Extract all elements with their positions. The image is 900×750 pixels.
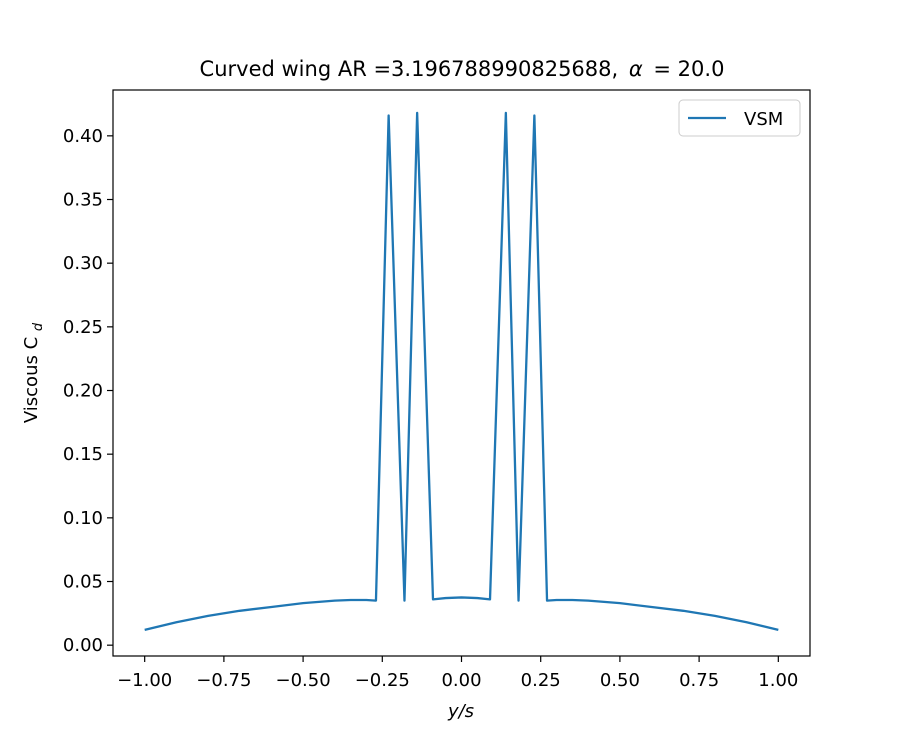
x-tick-label: 1.00 — [758, 670, 798, 691]
x-tick-label: −1.00 — [117, 670, 172, 691]
chart-title: Curved wing AR =3.196788990825688, α = 2… — [200, 57, 725, 81]
y-axis-label-main: Viscous C — [21, 337, 42, 423]
x-tick-label: 0.75 — [679, 670, 719, 691]
chart-title-prefix: Curved wing AR =3.196788990825688, — [200, 57, 619, 81]
y-tick-label: 0.15 — [63, 444, 103, 465]
x-axis-label: y/s — [447, 701, 474, 722]
x-axis-ticks: −1.00 −0.75 −0.50 −0.25 0.00 0.25 0.50 0.75 1.00 — [117, 656, 798, 691]
y-axis-label: Viscous C d — [21, 322, 46, 423]
x-tick-label: 0.50 — [600, 670, 640, 691]
x-tick-label: −0.50 — [276, 670, 331, 691]
x-tick-label: 0.25 — [521, 670, 561, 691]
y-axis-label-subscript: d — [31, 322, 46, 331]
y-tick-label: 0.10 — [63, 508, 103, 529]
y-tick-label: 0.35 — [63, 190, 103, 211]
y-tick-label: 0.25 — [63, 317, 103, 338]
legend-box — [678, 99, 801, 137]
chart-title-alpha-eq: = 20.0 — [653, 57, 724, 81]
series-line-vsm — [144, 111, 779, 632]
y-tick-label: 0.05 — [63, 572, 103, 593]
y-tick-label: 0.40 — [63, 126, 103, 147]
y-tick-label: 0.00 — [63, 635, 103, 656]
chart-title-alpha-symbol: α — [629, 57, 643, 81]
x-tick-label: 0.00 — [441, 670, 481, 691]
y-tick-label: 0.30 — [63, 253, 103, 274]
legend: VSM — [678, 99, 801, 137]
y-axis-ticks: 0.00 0.05 0.10 0.15 0.20 0.25 0.30 0.35 0.40 — [63, 126, 113, 656]
legend-label-vsm: VSM — [744, 109, 783, 130]
x-tick-label: −0.25 — [355, 670, 410, 691]
x-tick-label: −0.75 — [196, 670, 251, 691]
y-tick-label: 0.20 — [63, 381, 103, 402]
